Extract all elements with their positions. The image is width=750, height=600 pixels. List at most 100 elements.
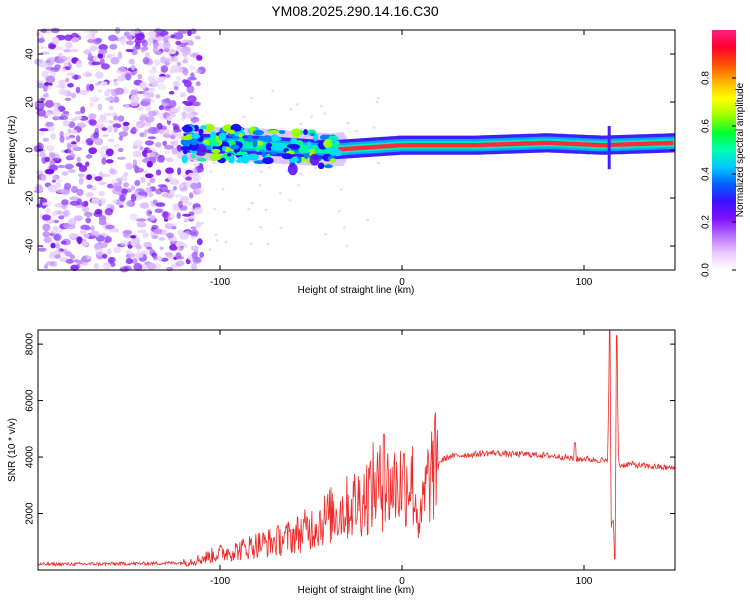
noise-blob <box>145 173 154 179</box>
spectrogram-signal-band <box>180 123 675 176</box>
noise-blob <box>190 116 200 123</box>
noise-blob <box>130 185 136 191</box>
noise-blob <box>177 246 184 252</box>
noise-blob <box>123 182 130 188</box>
noise-blob <box>209 170 213 173</box>
noise-blob <box>37 38 45 43</box>
noise-blob <box>151 225 159 230</box>
band-blob <box>252 138 258 148</box>
noise-blob <box>85 154 93 159</box>
band-blob <box>309 153 320 166</box>
noise-blob <box>105 224 115 230</box>
noise-blob <box>113 79 118 82</box>
noise-blob <box>176 76 181 82</box>
y-tick-label: -20 <box>25 190 36 205</box>
noise-blob <box>170 34 175 39</box>
noise-blob <box>45 75 56 84</box>
noise-blob <box>140 176 146 183</box>
y-tick-label: 4000 <box>25 445 36 468</box>
y-tick-label: 6000 <box>25 389 36 412</box>
band-blob <box>237 156 245 161</box>
noise-blob <box>107 125 113 133</box>
noise-blob <box>120 240 130 247</box>
noise-blob <box>106 248 112 255</box>
noise-blob <box>101 127 108 131</box>
noise-blob <box>145 104 152 113</box>
noise-blob <box>148 83 153 87</box>
band-core-layer <box>338 140 674 152</box>
noise-blob <box>134 189 140 197</box>
noise-blob <box>39 128 49 132</box>
noise-blob <box>139 132 147 138</box>
noise-blob <box>190 245 199 251</box>
noise-blob <box>188 40 194 46</box>
band-blob <box>229 155 235 164</box>
band-blob <box>218 132 227 141</box>
noise-blob <box>43 264 49 269</box>
snr-x-axis: -100 0 100 <box>210 330 593 587</box>
noise-blob <box>187 76 197 81</box>
snr-frame <box>37 329 676 571</box>
noise-blob <box>180 195 189 204</box>
band-blob <box>323 140 333 148</box>
noise-blob <box>76 122 87 129</box>
noise-blob <box>375 100 379 104</box>
noise-blob <box>62 120 71 125</box>
noise-blob <box>337 209 341 213</box>
noise-blob <box>196 188 204 194</box>
noise-blob <box>74 116 83 120</box>
noise-blob <box>42 231 50 238</box>
noise-blob <box>160 65 169 73</box>
noise-blob <box>183 56 188 61</box>
noise-blob <box>65 41 73 49</box>
noise-blob <box>68 218 77 227</box>
band-blob <box>196 157 207 162</box>
noise-blob <box>179 92 187 98</box>
noise-blob <box>208 248 212 251</box>
noise-blob <box>61 67 66 73</box>
noise-blob <box>247 207 251 211</box>
band-blob <box>288 157 299 163</box>
noise-blob <box>156 156 163 163</box>
noise-blob <box>91 197 100 205</box>
noise-blob <box>42 137 49 142</box>
noise-blob <box>133 139 143 147</box>
noise-blob <box>92 38 102 45</box>
noise-blob <box>134 179 141 186</box>
noise-blob <box>372 126 376 129</box>
noise-blob <box>144 186 151 193</box>
noise-blob <box>320 105 324 108</box>
colorbar-tick-label: 0.4 <box>701 167 712 181</box>
noise-blob <box>45 208 51 213</box>
noise-blob <box>173 125 180 133</box>
noise-blob <box>144 140 154 146</box>
noise-blob <box>199 251 205 258</box>
noise-blob <box>118 131 129 137</box>
colorbar-tick-label: 0.6 <box>701 119 712 133</box>
noise-blob <box>175 260 185 267</box>
noise-blob <box>85 33 94 40</box>
noise-blob <box>125 48 134 53</box>
band-blob <box>290 137 298 145</box>
noise-blob <box>69 254 75 260</box>
spectrogram-x-axis: -100 0 100 <box>210 30 593 288</box>
noise-blob <box>149 152 156 158</box>
noise-blob <box>130 235 137 239</box>
noise-blob <box>105 148 114 157</box>
noise-blob <box>154 208 164 214</box>
noise-blob <box>130 94 140 103</box>
band-blob <box>263 135 269 143</box>
noise-blob <box>112 123 122 129</box>
noise-blob <box>60 112 70 117</box>
noise-blob <box>376 161 380 165</box>
noise-blob <box>101 157 107 165</box>
noise-blob <box>73 215 83 222</box>
noise-blob <box>168 91 175 95</box>
noise-blob <box>38 46 47 50</box>
noise-blob <box>264 208 268 211</box>
noise-blob <box>122 125 130 132</box>
noise-blob <box>50 242 56 249</box>
noise-blob <box>113 246 122 254</box>
noise-blob <box>196 55 203 61</box>
